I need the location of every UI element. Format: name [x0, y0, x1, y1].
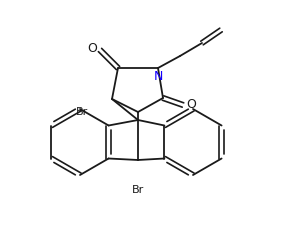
Text: O: O — [87, 42, 97, 54]
Text: Br: Br — [76, 107, 88, 117]
Text: N: N — [153, 70, 163, 82]
Text: Br: Br — [132, 185, 144, 195]
Text: O: O — [186, 98, 196, 112]
